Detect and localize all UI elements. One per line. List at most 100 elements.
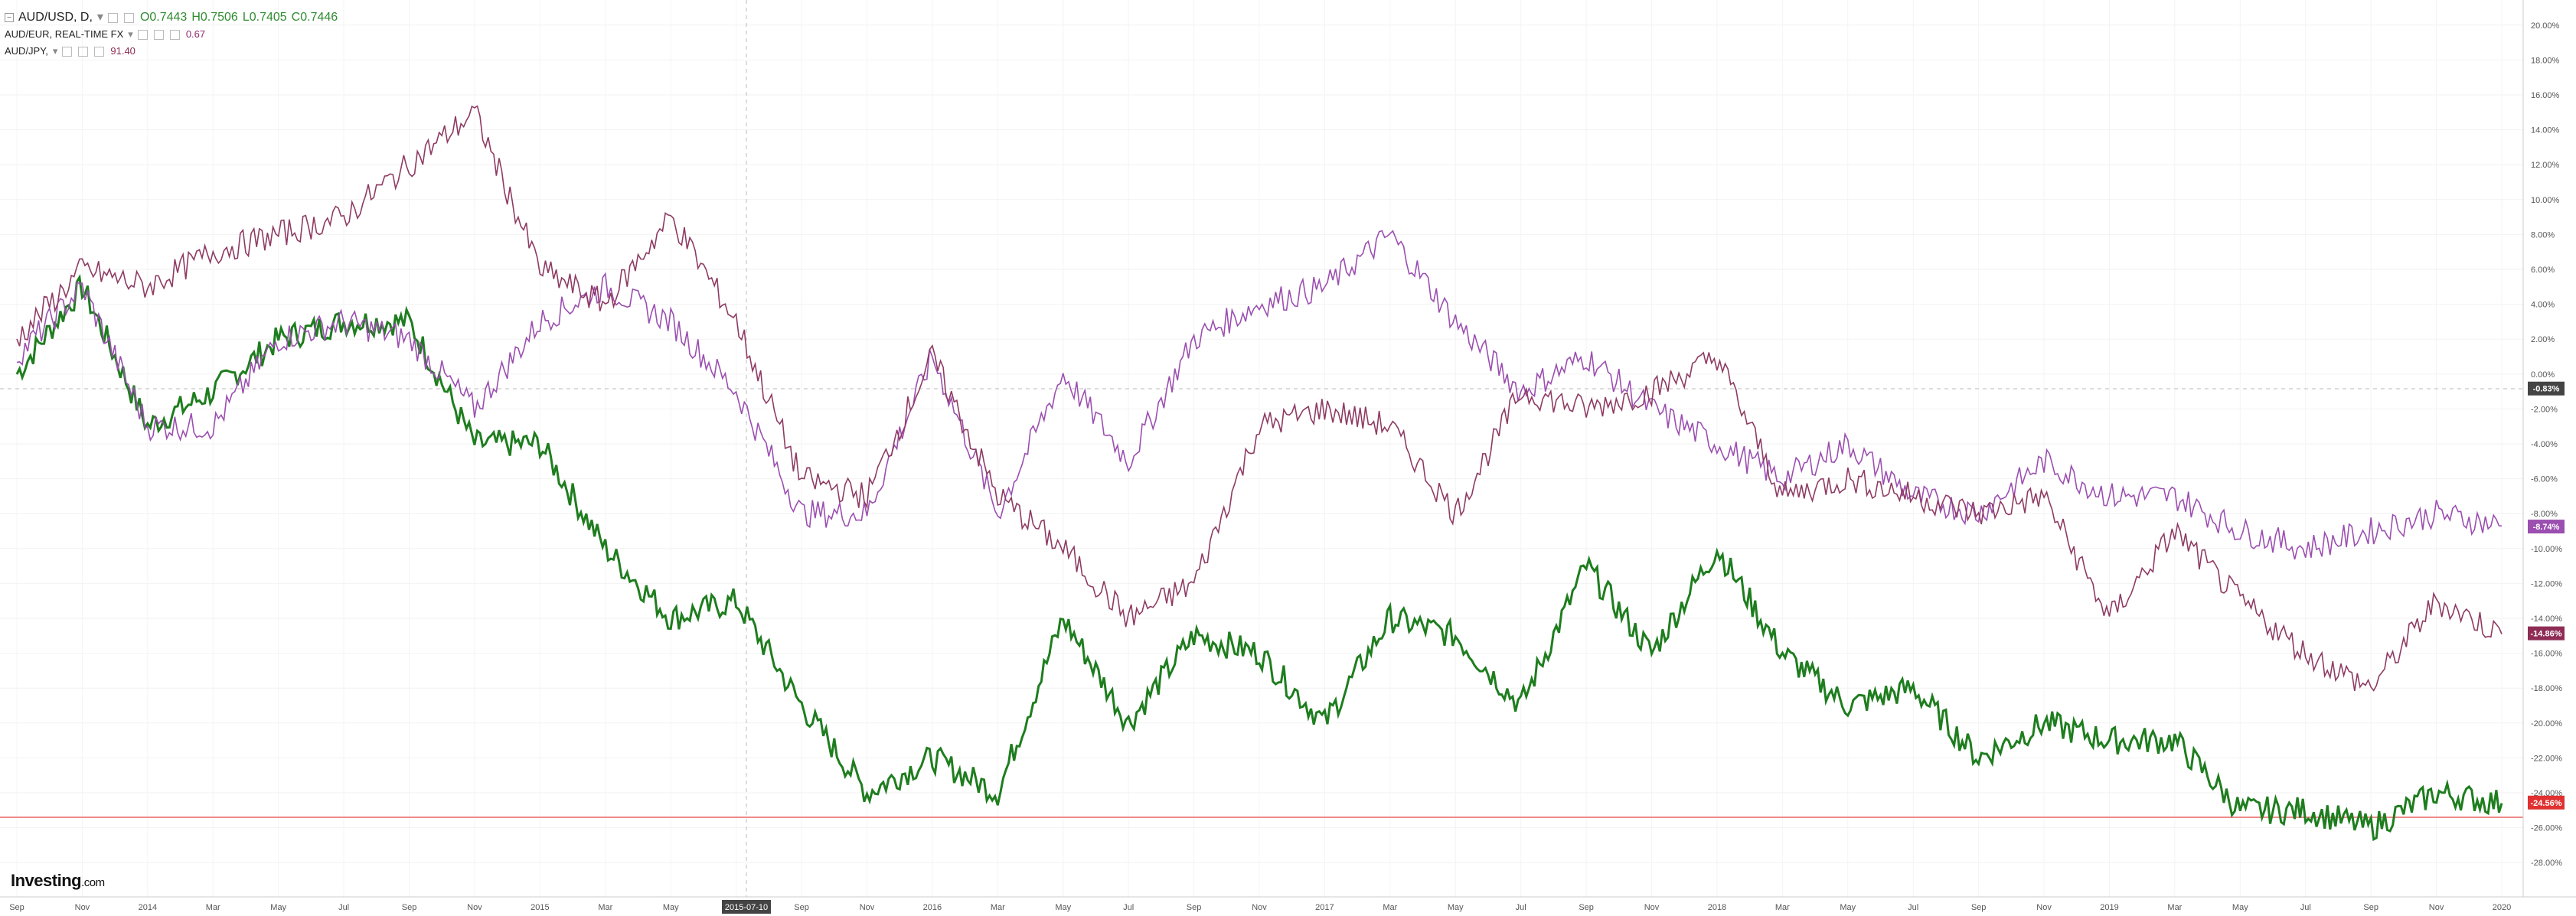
legend-series-3: AUD/JPY, ▾ 91.40: [5, 43, 338, 60]
x-tick-label: 2014: [139, 903, 157, 912]
x-tick-label: Nov: [75, 903, 90, 912]
x-tick-label: Mar: [206, 903, 220, 912]
legend-series-2: AUD/EUR, REAL-TIME FX ▾ 0.67: [5, 26, 338, 43]
hide-icon[interactable]: [78, 46, 89, 57]
dropdown-icon[interactable]: ▾: [52, 45, 58, 57]
x-tick-label: Jul: [1908, 903, 1918, 912]
price-label-crosshair: -0.83%: [2533, 385, 2560, 394]
hide-icon[interactable]: [153, 29, 164, 40]
x-tick-label: 2018: [1708, 903, 1726, 912]
close-icon[interactable]: [94, 46, 105, 57]
price-label-jpy-bg: [2528, 626, 2565, 641]
logo-suffix: .com: [81, 876, 105, 889]
y-tick-label: -18.00%: [2531, 684, 2562, 693]
x-tick-label: Sep: [402, 903, 417, 912]
logo-name: Investing: [11, 871, 82, 890]
y-tick-label: -20.00%: [2531, 719, 2562, 729]
dropdown-icon[interactable]: ▾: [96, 11, 103, 24]
y-tick-label: -8.00%: [2531, 510, 2558, 519]
y-tick-label: -2.00%: [2531, 405, 2558, 414]
y-tick-label: 12.00%: [2531, 161, 2560, 170]
x-tick-label: Jul: [338, 903, 349, 912]
x-tick-label: Sep: [2363, 903, 2378, 912]
legend-main: – AUD/USD, D, ▾ O0.7443 H0.7506 L0.7405 …: [5, 9, 338, 26]
y-tick-label: 4.00%: [2531, 301, 2555, 310]
price-label-jpy: -14.86%: [2531, 630, 2562, 639]
series-2-value: 0.67: [185, 28, 206, 40]
x-tick-label: Mar: [1383, 903, 1397, 912]
series-3-value: 91.40: [110, 45, 135, 57]
collapse-icon[interactable]: –: [5, 13, 14, 22]
close-value: C0.7446: [291, 11, 338, 24]
x-tick-label: Jul: [1123, 903, 1134, 912]
price-label-crosshair-bg: [2528, 381, 2565, 396]
y-tick-label: -10.00%: [2531, 545, 2562, 554]
x-tick-label: 2015: [531, 903, 549, 912]
y-tick-label: -26.00%: [2531, 824, 2562, 833]
price-label-usd-bg: [2528, 795, 2565, 810]
investing-logo: Investing.com: [11, 871, 105, 891]
x-tick-label: Nov: [467, 903, 482, 912]
y-tick-label: -16.00%: [2531, 650, 2562, 659]
y-tick-label: 8.00%: [2531, 230, 2555, 240]
price-label-eur-bg: [2528, 520, 2565, 534]
settings-icon[interactable]: [137, 29, 148, 40]
x-tick-label: May: [1055, 903, 1071, 912]
y-tick-label: 0.00%: [2531, 370, 2555, 380]
y-tick-label: -28.00%: [2531, 859, 2562, 868]
x-tick-label: Mar: [1775, 903, 1790, 912]
price-label-usd: -24.56%: [2531, 799, 2562, 808]
x-tick-label: 2020: [2493, 903, 2511, 912]
x-tick-label: 2019: [2100, 903, 2118, 912]
x-tick-label: Nov: [860, 903, 875, 912]
y-axis: 20.00% 18.00% 16.00% 14.00% 12.00% 10.00% 8.00…: [2522, 0, 2562, 897]
y-tick-label: -12.00%: [2531, 579, 2562, 588]
crosshair-date-label: 2015-07-10: [725, 903, 768, 912]
low-value: L0.7405: [242, 11, 287, 24]
x-tick-label: Mar: [598, 903, 612, 912]
crosshair-date-bg: [722, 900, 771, 914]
grid: [0, 0, 2523, 897]
y-tick-label: 16.00%: [2531, 91, 2560, 100]
x-tick-label: May: [1448, 903, 1464, 912]
dropdown-icon[interactable]: ▾: [128, 28, 133, 40]
x-tick-label: 2017: [1315, 903, 1334, 912]
x-tick-label: Nov: [2036, 903, 2052, 912]
x-tick-label: Mar: [2167, 903, 2182, 912]
x-tick-label: May: [663, 903, 679, 912]
x-tick-label: Jul: [1516, 903, 1526, 912]
y-tick-label: -4.00%: [2531, 440, 2558, 449]
settings-icon[interactable]: [107, 12, 118, 23]
y-tick-label: 2.00%: [2531, 335, 2555, 344]
series-2-symbol: AUD/EUR, REAL-TIME FX: [5, 28, 124, 40]
series-group: [15, 105, 2503, 842]
y-tick-label: -6.00%: [2531, 475, 2558, 484]
x-tick-label: Nov: [1644, 903, 1660, 912]
x-tick-label: 2016: [923, 903, 942, 912]
y-tick-label: 14.00%: [2531, 126, 2560, 135]
x-tick-label: Jul: [2300, 903, 2311, 912]
x-tick-label: Nov: [1252, 903, 1267, 912]
series-line-aud-jpy: [16, 105, 2503, 692]
legend: – AUD/USD, D, ▾ O0.7443 H0.7506 L0.7405 …: [5, 9, 338, 60]
y-tick-label: 18.00%: [2531, 56, 2560, 65]
y-tick-label: -14.00%: [2531, 614, 2562, 624]
x-tick-label: Sep: [1187, 903, 1202, 912]
high-value: H0.7506: [191, 11, 238, 24]
x-tick-label: Mar: [991, 903, 1005, 912]
price-label-eur: -8.74%: [2533, 523, 2560, 532]
x-tick-label: Sep: [9, 903, 24, 912]
series-line-aud-eur: [16, 230, 2503, 560]
close-icon[interactable]: [169, 29, 180, 40]
x-tick-label: May: [270, 903, 286, 912]
hide-icon[interactable]: [123, 12, 134, 23]
x-tick-label: Nov: [2429, 903, 2444, 912]
x-tick-label: May: [2232, 903, 2248, 912]
settings-icon[interactable]: [62, 46, 73, 57]
x-axis: Sep Nov 2014 Mar May Jul Sep Nov 2015 Mar May Jul Se…: [0, 896, 2576, 914]
y-tick-label: -22.00%: [2531, 754, 2562, 763]
x-tick-label: Sep: [1971, 903, 1987, 912]
series-3-symbol: AUD/JPY,: [5, 45, 48, 57]
main-symbol: AUD/USD, D,: [18, 11, 93, 24]
